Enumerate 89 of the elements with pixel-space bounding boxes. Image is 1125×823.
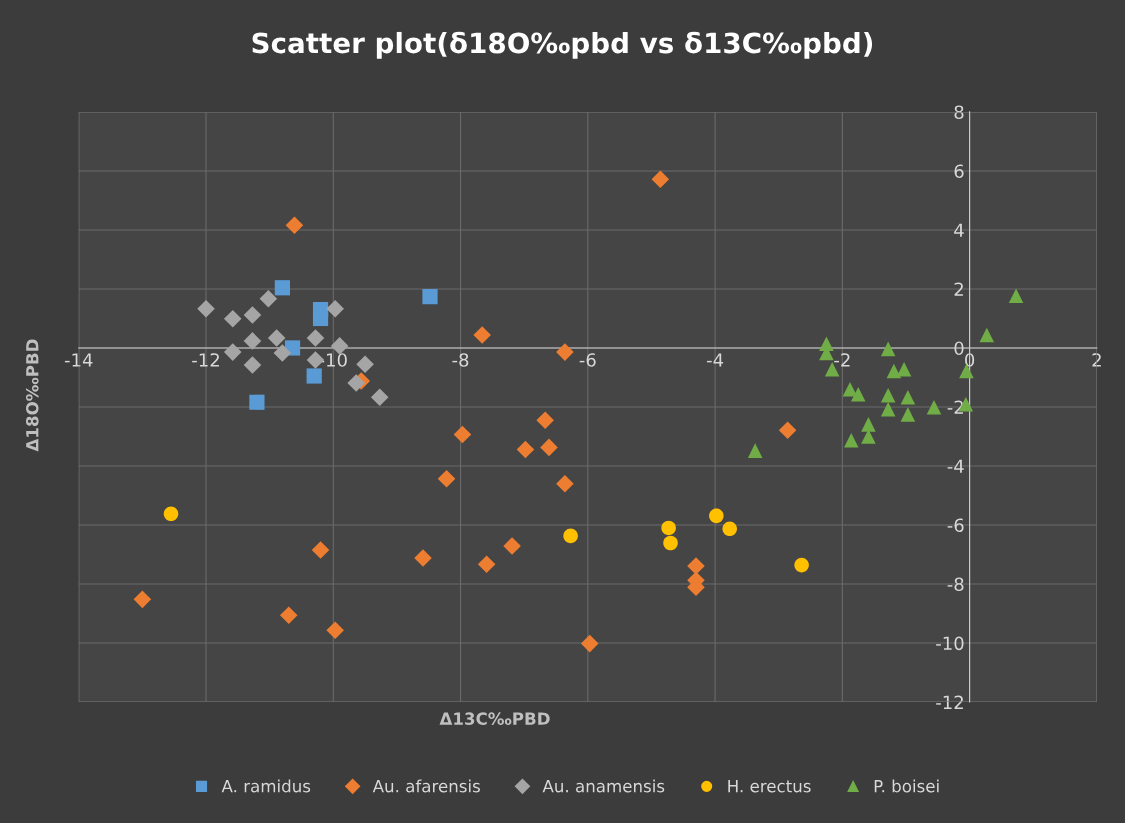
point	[880, 387, 896, 403]
y-tick-label: -10	[936, 636, 964, 651]
point	[223, 343, 242, 361]
point	[651, 170, 670, 188]
point	[330, 337, 349, 355]
point	[880, 341, 896, 357]
point	[259, 289, 278, 308]
point	[477, 555, 496, 574]
x-axis-title: Δ13C‰PBD	[439, 712, 550, 725]
point	[243, 332, 262, 350]
y-tick-label: 4	[954, 223, 964, 237]
point	[861, 417, 876, 432]
point	[437, 469, 456, 488]
legend-label: Au. afarensis	[372, 779, 480, 793]
point	[347, 374, 365, 392]
point	[900, 389, 916, 405]
point	[747, 443, 763, 458]
point	[516, 440, 535, 459]
point	[267, 329, 286, 347]
point	[243, 306, 262, 324]
point	[880, 402, 896, 417]
point	[133, 590, 152, 609]
y-tick-label: 6	[954, 164, 964, 179]
y-tick-label: 2	[954, 282, 963, 296]
point	[540, 438, 558, 457]
point	[306, 329, 325, 347]
point	[285, 216, 304, 235]
y-axis-title: Δ18O‰PBD	[25, 339, 39, 452]
point	[503, 537, 521, 555]
point	[687, 557, 705, 575]
point	[370, 388, 389, 407]
point	[279, 606, 298, 625]
y-tick-label: 8	[954, 105, 964, 120]
point	[163, 506, 179, 522]
x-tick-label: -2	[834, 353, 850, 367]
point	[326, 299, 344, 318]
x-tick-label: -10	[319, 353, 347, 367]
point	[900, 407, 916, 422]
y-tick-label: -4	[947, 459, 964, 473]
point	[843, 433, 859, 448]
point	[886, 363, 902, 379]
point	[778, 421, 797, 440]
legend-label: H. erectus	[728, 780, 811, 793]
y-tick-label: -12	[936, 695, 963, 709]
chart-title: Scatter plot(δ18O‰pbd vs δ13C‰pbd)	[252, 31, 873, 59]
point	[979, 327, 995, 343]
point	[580, 634, 599, 653]
x-tick-label: -6	[579, 353, 596, 367]
point	[223, 309, 242, 328]
point	[422, 289, 438, 305]
point	[311, 541, 330, 559]
y-tick-label: 0	[954, 341, 964, 356]
x-tick-label: -14	[64, 353, 93, 367]
point	[197, 299, 215, 318]
point	[926, 399, 942, 415]
legend-label: Au. anamensis	[542, 779, 665, 793]
point	[312, 310, 329, 327]
legend-label: P. boisei	[874, 779, 939, 793]
point	[556, 474, 574, 493]
x-tick-label: -8	[452, 353, 469, 367]
point	[453, 425, 472, 444]
point	[842, 381, 858, 397]
point	[709, 508, 724, 524]
point	[473, 326, 491, 344]
point	[306, 368, 322, 384]
point	[794, 557, 809, 573]
point	[414, 549, 432, 567]
point	[249, 394, 265, 410]
point	[896, 361, 912, 377]
point	[661, 520, 676, 536]
point	[356, 355, 374, 373]
point	[556, 343, 574, 361]
legend-label: A. ramidus	[221, 779, 311, 793]
point	[563, 528, 578, 544]
point	[536, 411, 554, 430]
point	[243, 356, 262, 374]
point	[273, 344, 292, 362]
x-tick-label: -4	[706, 353, 724, 367]
point	[274, 280, 290, 296]
point	[326, 621, 344, 640]
point	[1008, 288, 1024, 304]
x-tick-label: 2	[1092, 353, 1101, 367]
point	[850, 387, 866, 402]
y-tick-label: -6	[947, 518, 964, 533]
point	[861, 429, 876, 444]
point	[722, 521, 737, 537]
point	[663, 535, 678, 551]
y-tick-label: -8	[947, 577, 964, 592]
x-tick-label: -12	[192, 353, 219, 367]
